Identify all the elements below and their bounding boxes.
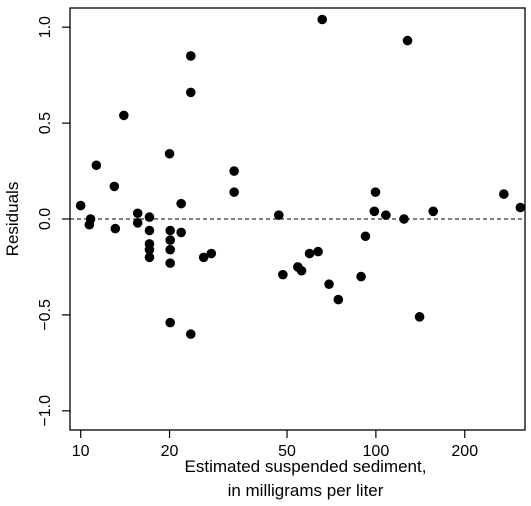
data-point (414, 312, 425, 322)
y-tick-label: 0.0 (37, 208, 54, 230)
data-point (132, 218, 143, 228)
data-point (198, 252, 209, 263)
data-point (278, 269, 288, 280)
data-point (333, 294, 344, 305)
y-tick-label: −0.5 (37, 299, 54, 331)
data-point (75, 200, 86, 211)
y-tick-labels: −1.0 −0.5 0.0 0.5 1.0 (37, 16, 54, 427)
x-axis-label-line-2: in milligrams per liter (228, 481, 384, 500)
data-point (356, 271, 366, 282)
x-tick-label: 100 (363, 443, 390, 460)
data-point (165, 225, 175, 236)
data-point (499, 189, 509, 199)
x-axis-label-line-1: Estimated suspended sediment, (185, 457, 427, 476)
data-point (324, 279, 334, 290)
data-point (164, 148, 175, 159)
data-point (109, 181, 120, 192)
y-tick-label: 1.0 (37, 16, 54, 38)
data-point (165, 235, 175, 245)
plot-frame (69, 7, 526, 431)
data-point (274, 210, 284, 220)
x-tick-label: 200 (451, 443, 478, 460)
data-point (185, 329, 196, 339)
data-point (428, 206, 439, 217)
data-point (370, 187, 381, 197)
data-point (515, 202, 526, 213)
data-point (132, 208, 143, 219)
y-tick-label: 0.5 (37, 112, 54, 134)
data-point (313, 246, 323, 257)
data-point (176, 227, 186, 238)
data-point (165, 244, 175, 255)
data-point (144, 244, 155, 255)
y-axis-label: Residuals (3, 182, 22, 257)
data-point (229, 187, 239, 197)
data-point (296, 265, 307, 276)
data-point (402, 35, 413, 46)
axis-ticks (62, 26, 466, 438)
y-tick-label: −1.0 (37, 395, 54, 427)
x-tick-label: 10 (72, 443, 90, 460)
x-tick-labels: 10 20 50 100 200 (72, 443, 478, 460)
data-point (185, 51, 196, 61)
data-point (360, 231, 371, 242)
data-point (304, 248, 315, 259)
data-point (119, 110, 129, 121)
x-tick-label: 50 (278, 443, 296, 460)
data-point (381, 210, 391, 220)
data-point (144, 225, 155, 236)
data-point (185, 87, 196, 98)
data-points (75, 14, 526, 339)
data-point (110, 223, 121, 234)
data-point (317, 14, 328, 25)
data-point (144, 212, 155, 222)
data-point (206, 248, 217, 259)
data-point (144, 252, 155, 263)
data-point (399, 214, 409, 224)
data-point (91, 160, 102, 171)
data-point (165, 317, 175, 328)
data-point (165, 258, 175, 268)
data-point (85, 214, 96, 224)
data-point (176, 198, 186, 209)
data-point (229, 166, 239, 176)
x-tick-label: 20 (161, 443, 179, 460)
data-point (369, 206, 380, 217)
